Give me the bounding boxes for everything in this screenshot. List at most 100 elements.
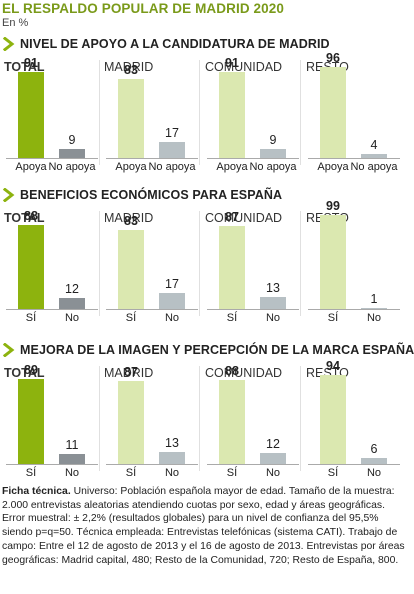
chevron-right-icon <box>2 343 15 357</box>
chart-section-3: MEJORA DE LA IMAGEN Y PERCEPCIÓN DE LA M… <box>0 343 414 483</box>
category-label: Apoya <box>317 161 349 173</box>
category-label: No apoya <box>249 161 297 173</box>
footnote-text: Universo: Población española mayor de ed… <box>2 486 405 566</box>
bar-no <box>361 308 387 309</box>
chart-section-2: BENEFICIOS ECONÓMICOS PARA ESPAÑA TOTAL 88… <box>0 188 414 328</box>
category-label: SÍ <box>327 467 339 479</box>
bar-no <box>260 149 286 158</box>
data-label: 6 <box>370 442 378 456</box>
bar-group-resto: RESTO99SÍ1No <box>306 199 404 324</box>
category-label: SÍ <box>125 312 137 324</box>
category-label: No apoya <box>48 161 96 173</box>
bar-yes <box>18 72 44 158</box>
category-label: No <box>64 467 80 479</box>
category-label: SÍ <box>125 467 137 479</box>
category-label: No apoya <box>148 161 196 173</box>
group-divider <box>199 60 200 165</box>
data-label: 17 <box>165 126 179 140</box>
bar-group-madrid: MADRID 83 Apoya 17 No apoya <box>104 60 202 173</box>
group-divider <box>300 60 301 165</box>
group-divider <box>199 211 200 316</box>
chart-section-1: NIVEL DE APOYO A LA CANDIDATURA DE MADRI… <box>0 37 414 177</box>
group-divider <box>99 60 100 165</box>
group-label: COMUNIDAD <box>205 366 283 380</box>
bar-group-resto: RESTO96Apoya4No apoya <box>306 51 404 173</box>
data-label: 4 <box>370 138 378 152</box>
data-label: 96 <box>326 51 340 65</box>
bar-baseline <box>6 309 98 310</box>
bar-baseline <box>207 464 299 465</box>
bar-baseline <box>6 158 98 159</box>
bar-group-total: TOTAL 91 Apoya 9 No apoya <box>4 56 102 173</box>
category-label: SÍ <box>226 467 238 479</box>
page-title: EL RESPALDO POPULAR DE MADRID 2020 <box>2 1 284 16</box>
group-label: MADRID <box>104 366 154 380</box>
data-label: 99 <box>326 199 340 213</box>
bar-baseline <box>308 309 400 310</box>
chevron-right-icon <box>2 37 15 51</box>
bar-yes <box>320 67 346 158</box>
group-label: TOTAL <box>4 366 45 380</box>
category-label: No <box>164 312 180 324</box>
bar-yes <box>118 381 144 464</box>
bar-group-total: TOTAL 89 SÍ 11 No <box>4 363 102 479</box>
bar-baseline <box>207 158 299 159</box>
bar-group-comunidad: COMUNIDAD 87 SÍ 13 No <box>205 210 303 324</box>
bar-no <box>159 142 185 158</box>
footnote: Ficha técnica. Universo: Población españ… <box>2 485 410 567</box>
bar-baseline <box>6 464 98 465</box>
data-label: 88 <box>24 209 38 223</box>
bar-no <box>260 297 286 309</box>
category-label: No apoya <box>350 161 398 173</box>
data-label: 89 <box>24 363 38 377</box>
bar-group-resto: RESTO 94 SÍ 6 No <box>306 359 404 479</box>
bar-no <box>59 149 85 158</box>
data-label: 13 <box>165 436 179 450</box>
bar-no <box>260 453 286 464</box>
bar-group-total: TOTAL 88 SÍ 12 No <box>4 209 102 324</box>
chart-title: NIVEL DE APOYO A LA CANDIDATURA DE MADRI… <box>20 37 330 51</box>
bar-yes <box>118 230 144 309</box>
category-label: Apoya <box>216 161 248 173</box>
data-label: 9 <box>68 133 76 147</box>
bar-baseline <box>106 464 198 465</box>
category-label: No <box>265 312 281 324</box>
bar-yes <box>219 226 245 309</box>
chart-title: BENEFICIOS ECONÓMICOS PARA ESPAÑA <box>20 188 283 202</box>
bar-group-comunidad: COMUNIDAD 88 SÍ 12 No <box>205 364 303 479</box>
data-label: 87 <box>124 365 138 379</box>
data-label: 91 <box>225 56 239 70</box>
group-divider <box>199 366 200 471</box>
group-label: MADRID <box>104 211 154 225</box>
bar-baseline <box>308 464 400 465</box>
bar-no <box>159 293 185 309</box>
chart-header: MEJORA DE LA IMAGEN Y PERCEPCIÓN DE LA M… <box>2 343 414 357</box>
page-subtitle: En % <box>2 17 29 29</box>
data-label: 9 <box>269 133 277 147</box>
data-label: 12 <box>266 437 280 451</box>
data-label: 83 <box>124 214 138 228</box>
footnote-label: Ficha técnica. <box>2 486 71 497</box>
bar-yes <box>18 379 44 464</box>
data-label: 11 <box>65 438 79 452</box>
category-label: SÍ <box>226 312 238 324</box>
data-label: 88 <box>225 364 239 378</box>
category-label: No <box>366 312 382 324</box>
chart-header: BENEFICIOS ECONÓMICOS PARA ESPAÑA <box>2 188 282 202</box>
group-divider <box>300 366 301 471</box>
group-label: TOTAL <box>4 211 45 225</box>
category-label: No <box>265 467 281 479</box>
bar-no <box>59 298 85 309</box>
bar-baseline <box>106 309 198 310</box>
group-label: MADRID <box>104 60 154 74</box>
bar-baseline <box>106 158 198 159</box>
group-divider <box>99 366 100 471</box>
category-label: SÍ <box>327 312 339 324</box>
bar-group-madrid: MADRID 87 SÍ 13 No <box>104 365 202 479</box>
bar-baseline <box>308 158 400 159</box>
group-divider <box>99 211 100 316</box>
category-label: SÍ <box>25 312 37 324</box>
bar-yes <box>219 380 245 464</box>
bar-group-comunidad: COMUNIDAD 91 Apoya 9 No apoya <box>205 56 303 173</box>
chart-title: MEJORA DE LA IMAGEN Y PERCEPCIÓN DE LA M… <box>20 343 414 357</box>
